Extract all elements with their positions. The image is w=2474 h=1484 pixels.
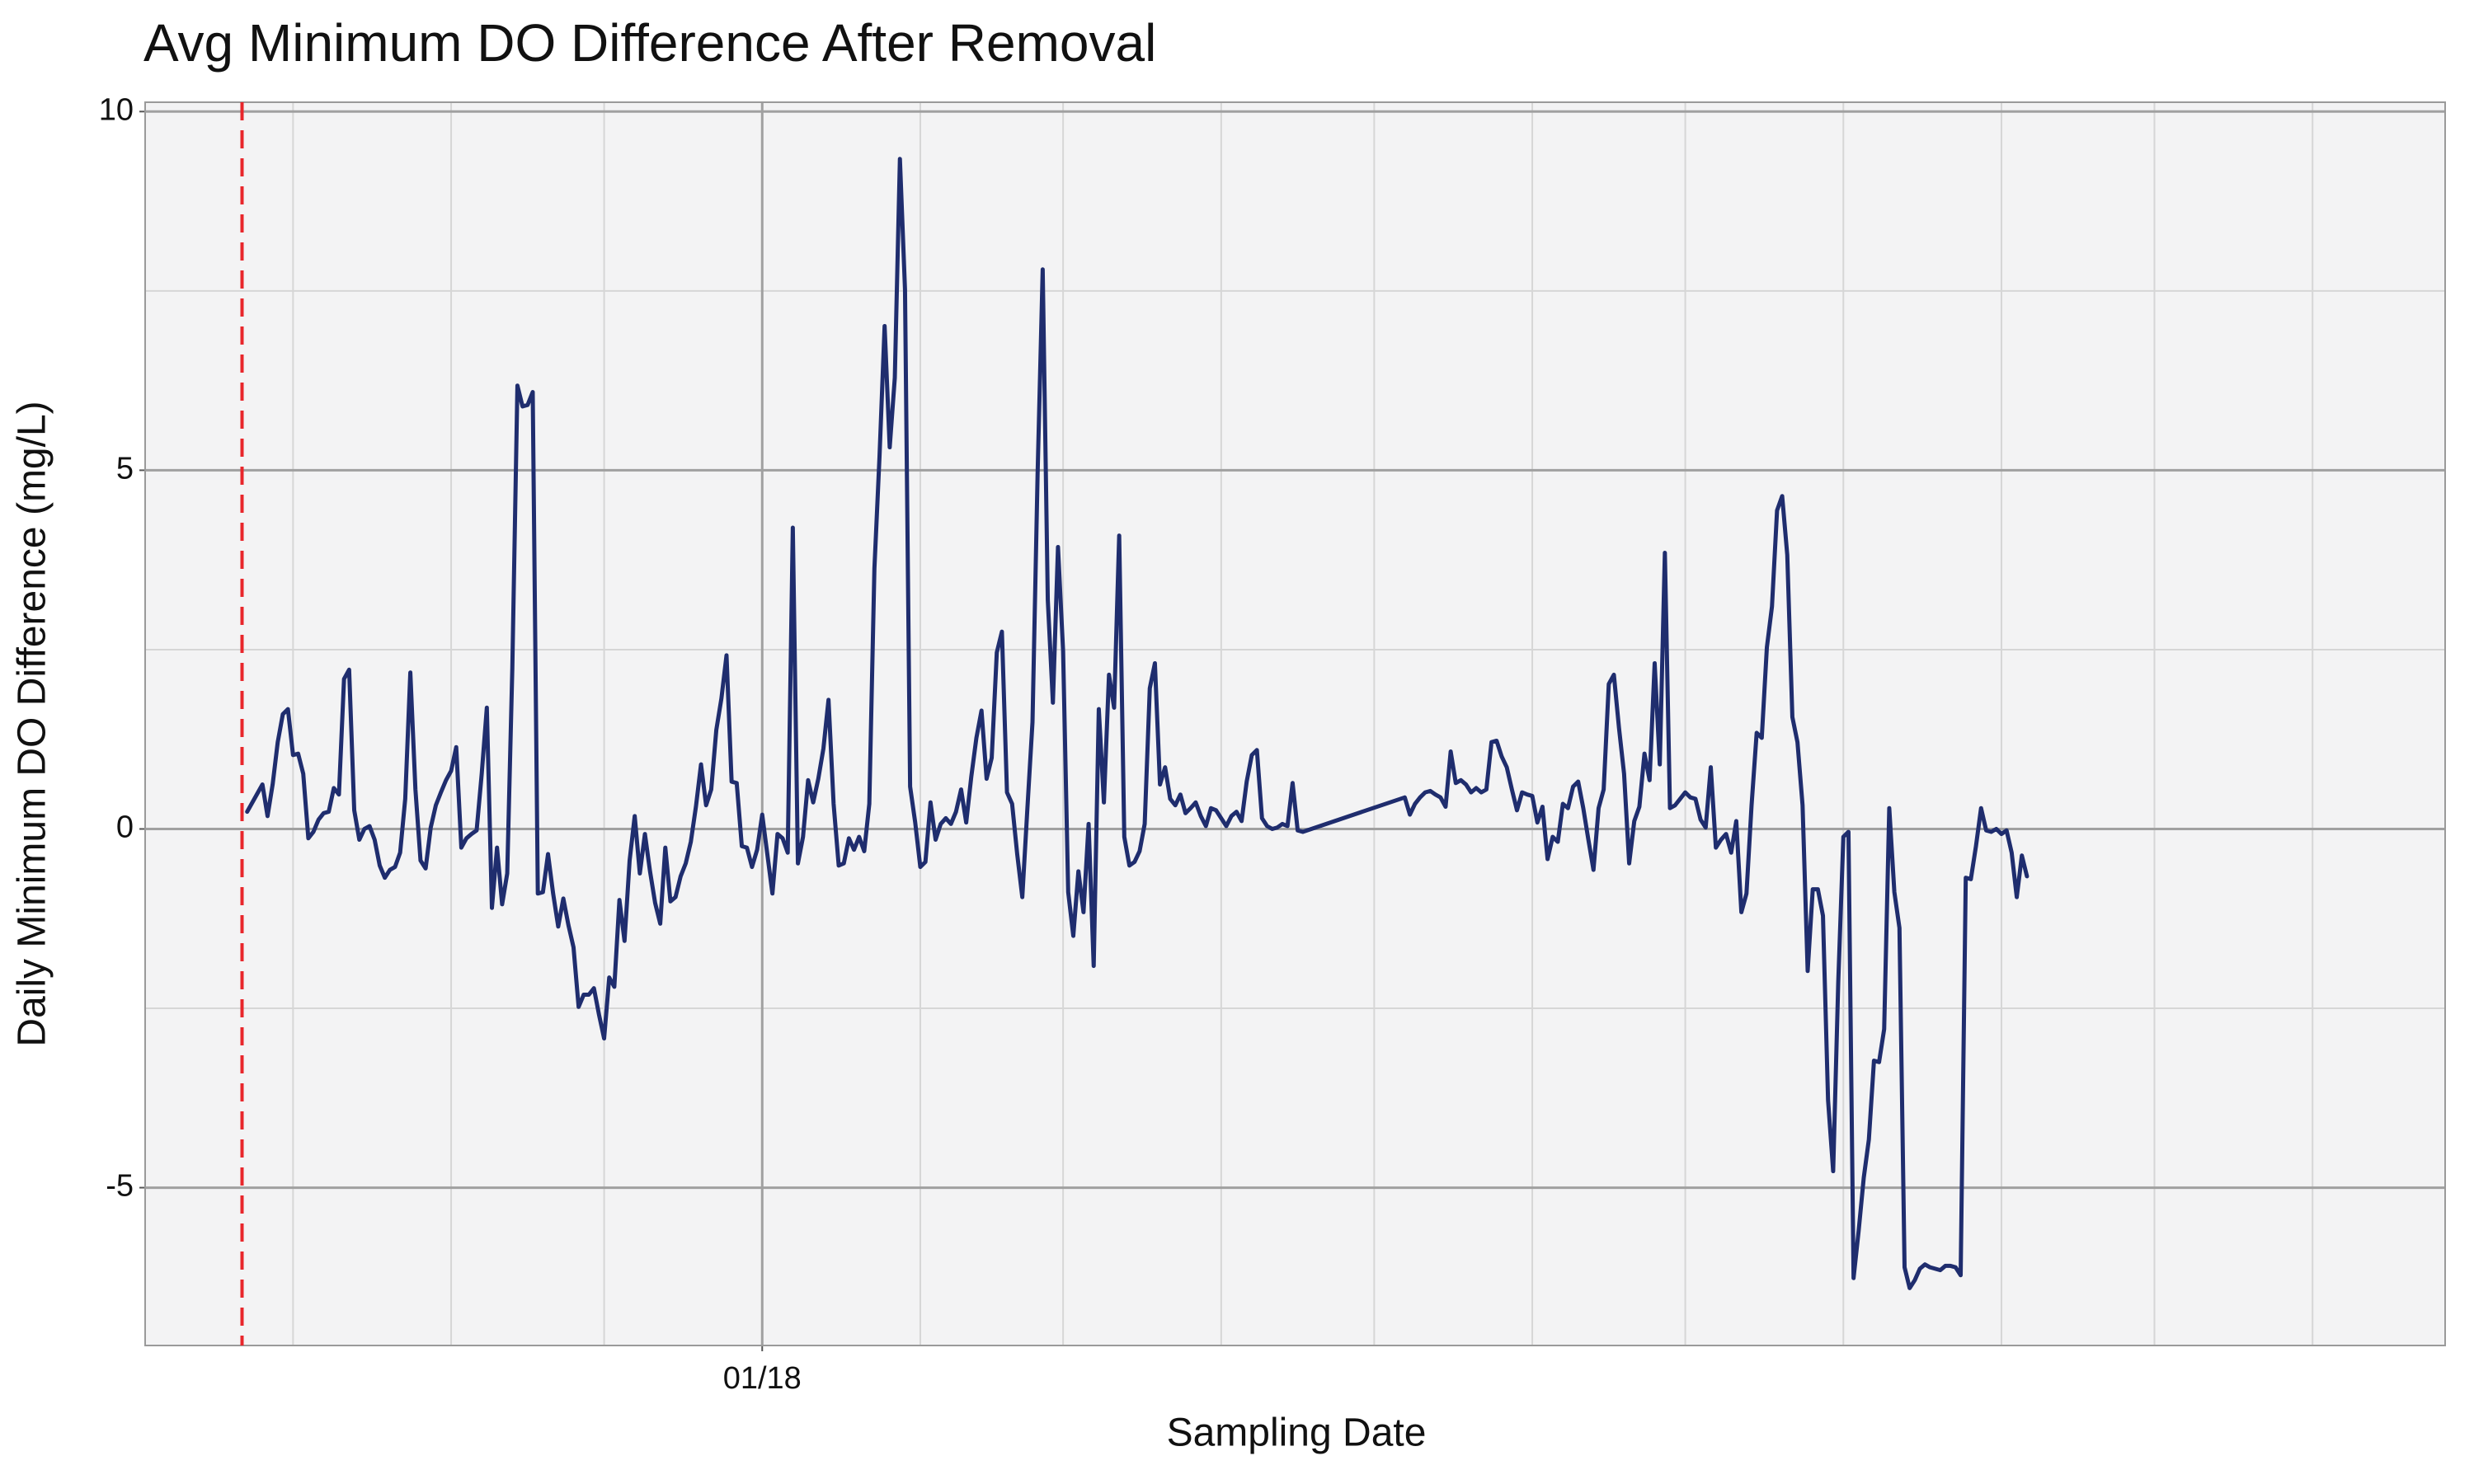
- y-tick-label: 5: [116, 451, 134, 486]
- x-axis-label: Sampling Date: [1167, 1411, 1427, 1455]
- y-tick-label: -5: [106, 1169, 134, 1204]
- chart-title: Avg Minimum DO Difference After Removal: [143, 13, 1156, 73]
- y-tick-label: 0: [116, 810, 134, 845]
- x-tick-label: 01/18: [723, 1361, 802, 1396]
- plot-panel: [145, 102, 2445, 1345]
- plot-border: [144, 101, 2446, 1346]
- y-tick-label: 10: [99, 92, 134, 127]
- data-line: [245, 157, 2030, 1290]
- y-axis-label: Daily Minimum DO Difference (mg/L): [11, 401, 54, 1046]
